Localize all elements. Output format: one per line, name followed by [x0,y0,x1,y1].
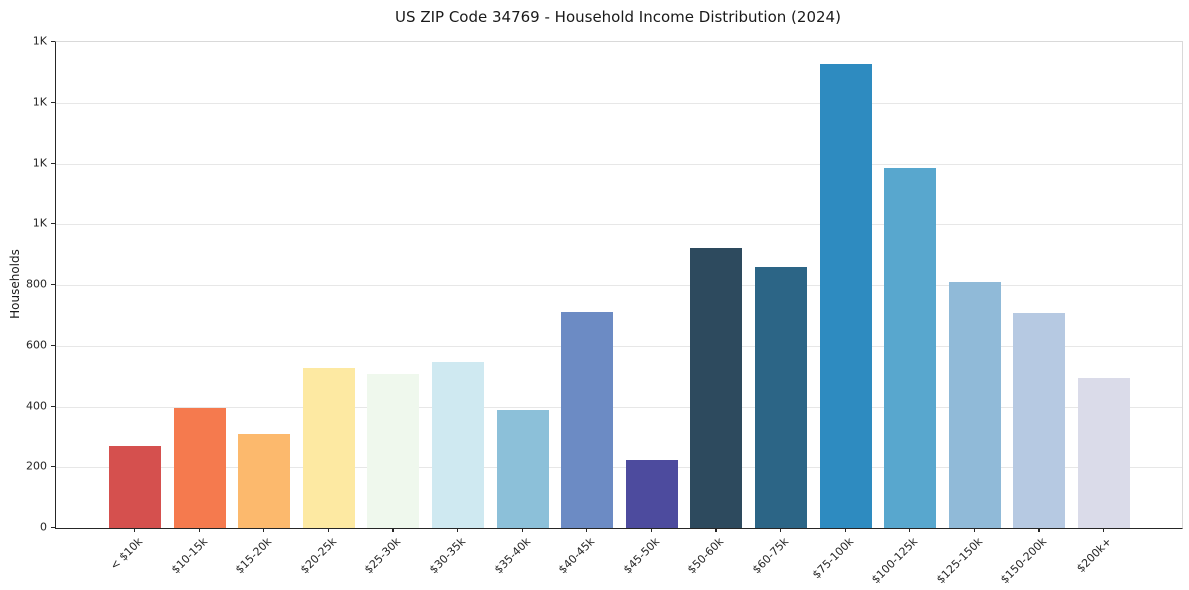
bar-$60-75k [755,267,807,528]
y-tick-label: 800 [26,277,47,291]
bar-$25-30k [367,374,420,528]
bar-$50-60k [690,248,743,528]
bar-$125-150k [948,281,1001,528]
bar-$15-20k [238,434,291,528]
gridline [56,163,1182,165]
x-tick-mark [198,528,200,532]
bar-$10-15k [173,407,226,528]
y-tick-mark [51,101,55,103]
y-tick-label: 1K [32,34,47,48]
y-tick-label: 200 [26,459,47,473]
bar-$200k+ [1078,377,1130,528]
x-tick-mark [780,528,782,532]
bar-$20-25k [302,367,355,528]
y-tick-mark [51,405,55,407]
chart-title: US ZIP Code 34769 - Household Income Dis… [395,8,841,26]
y-tick-mark [51,284,55,286]
bar-$100-125k [884,167,937,528]
x-tick-mark [1038,528,1040,532]
x-tick-mark [457,528,459,532]
bar-$150-200k [1013,312,1066,528]
y-tick-label: 400 [26,399,47,412]
bar-$75-100k [819,64,872,528]
gridline [56,345,1182,347]
bar-$40-45k [561,311,614,528]
x-tick-mark [263,528,265,532]
y-tick-mark [51,527,55,529]
x-tick-mark [392,528,394,532]
gridline [56,102,1182,104]
x-tick-mark [844,528,846,532]
y-tick-mark [51,466,55,468]
x-tick-mark [715,528,717,532]
x-tick-mark [1103,528,1105,532]
y-tick-mark [51,41,55,43]
gridline [56,285,1182,286]
plot-area [55,41,1183,529]
x-tick-mark [327,528,329,532]
x-tick-mark [909,528,911,532]
y-tick-label: 0 [40,520,47,534]
gridline [56,467,1182,469]
y-tick-mark [51,223,55,225]
bar-$30-35k [432,362,484,528]
x-tick-mark [521,528,523,532]
x-tick-mark [650,528,652,532]
y-tick-label: 1K [32,156,47,169]
y-tick-mark [51,344,55,346]
x-tick-mark [586,528,588,532]
y-tick-mark [51,162,55,164]
gridline [56,224,1182,226]
gridline [56,406,1182,408]
bar-$35-40k [496,409,549,528]
bar-$45-50k [625,459,678,528]
x-tick-label: < $10k [107,535,146,573]
bar-< $10k [109,446,161,528]
x-tick-mark [134,528,136,532]
y-tick-label: 1K [32,95,47,109]
x-tick-mark [973,528,975,532]
y-tick-label: 1K [32,216,47,230]
y-tick-label: 600 [26,338,47,352]
